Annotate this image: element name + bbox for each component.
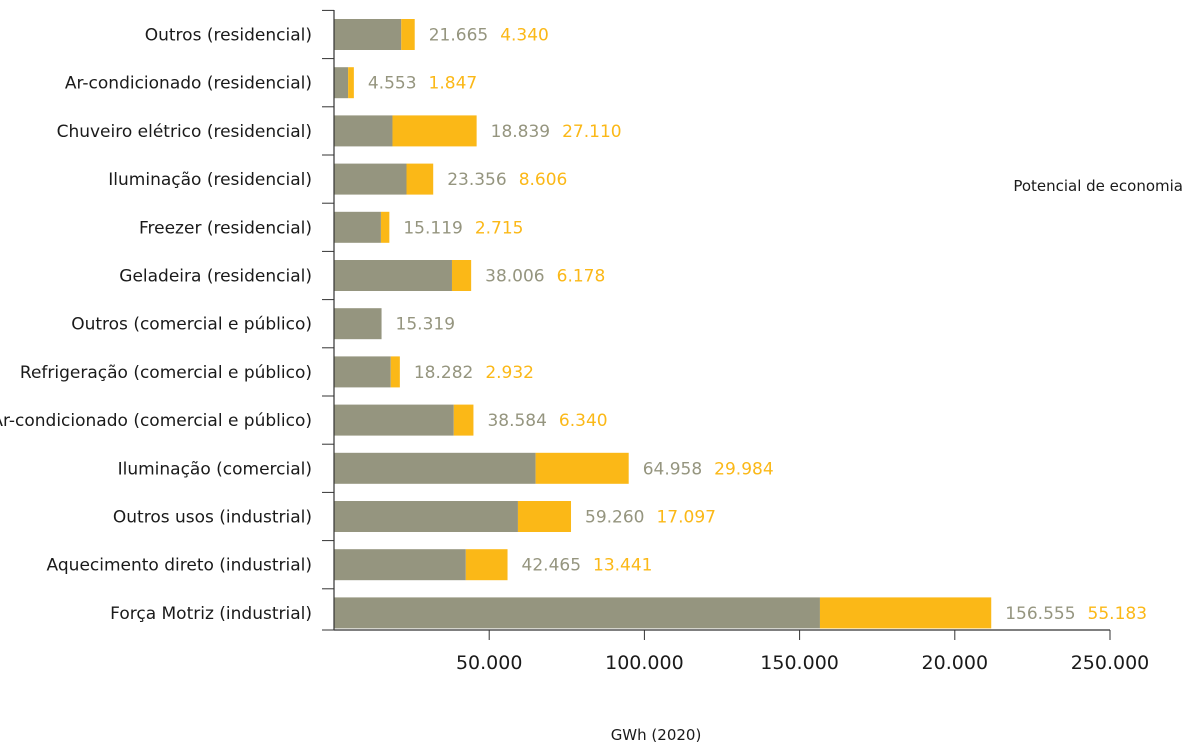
value-label-consumo: 18.282	[414, 363, 473, 383]
category-label: Força Motriz (industrial)	[110, 604, 312, 624]
value-label-potencial: 6.340	[559, 411, 608, 431]
bar-potencial-de-economia	[451, 260, 472, 291]
x-tick-label: 250.000	[1071, 652, 1150, 674]
value-label-consumo: 59.260	[585, 508, 644, 528]
data-labels: 38.006 6.178	[485, 267, 605, 287]
value-label-potencial: 29.984	[714, 459, 773, 479]
bar-potencial-de-economia	[401, 19, 415, 50]
value-label-potencial: 55.183	[1088, 604, 1147, 624]
value-label-consumo: 42.465	[522, 556, 581, 576]
value-label-consumo: 38.006	[485, 267, 544, 287]
x-tick-label: 100.000	[605, 652, 684, 674]
category-label: Outros (comercial e público)	[71, 315, 312, 335]
value-label-consumo: 38.584	[487, 411, 546, 431]
value-label-consumo: 18.839	[491, 122, 550, 142]
value-label-consumo: 4.553	[368, 74, 417, 94]
value-label-potencial: 6.178	[557, 267, 606, 287]
data-labels: 15.319	[396, 315, 455, 335]
category-labels: Outros (residencial) Ar-condicionado (res…	[0, 26, 312, 624]
category-label: Iluminação (comercial)	[118, 459, 312, 479]
legend-potencial-de-economia: Potencial de economia	[1013, 177, 1183, 195]
category-label: Outros (residencial)	[145, 26, 312, 46]
value-label-consumo: 15.319	[396, 315, 455, 335]
data-labels: 18.839 27.110	[491, 122, 622, 142]
data-labels: 59.260 17.097	[585, 508, 716, 528]
bar-consumo	[334, 356, 391, 388]
category-label: Chuveiro elétrico (residencial)	[57, 122, 312, 142]
value-label-potencial: 27.110	[562, 122, 621, 142]
bar-consumo	[334, 308, 382, 340]
data-labels: 18.282 2.932	[414, 363, 534, 383]
data-labels: 38.584 6.340	[487, 411, 607, 431]
bar-potencial-de-economia	[392, 115, 477, 147]
category-label: Refrigeração (comercial e público)	[20, 363, 312, 383]
value-label-consumo: 64.958	[643, 459, 702, 479]
bar-consumo	[334, 452, 536, 484]
bar-consumo	[334, 163, 407, 195]
bar-potencial-de-economia	[390, 356, 400, 388]
bar-consumo	[334, 211, 381, 243]
value-label-potencial: 13.441	[593, 556, 652, 576]
bar-potencial-de-economia	[517, 501, 572, 532]
category-label: Ar-condicionado (comercial e público)	[0, 411, 312, 431]
data-labels: 64.958 29.984	[643, 459, 774, 479]
value-label-potencial: 8.606	[519, 170, 568, 190]
bar-consumo	[334, 404, 454, 436]
value-label-potencial: 4.340	[500, 26, 549, 46]
x-tick-label: 20.000	[922, 652, 988, 674]
category-label: Ar-condicionado (residencial)	[65, 74, 312, 94]
bar-potencial-de-economia	[348, 67, 354, 99]
bar-consumo	[334, 501, 518, 532]
value-label-potencial: 1.847	[429, 74, 478, 94]
bar-potencial-de-economia	[380, 211, 390, 243]
value-label-potencial: 2.932	[485, 363, 534, 383]
data-labels: 4.553 1.847	[368, 74, 477, 94]
x-tick-label: 150.000	[760, 652, 839, 674]
value-label-consumo: 156.555	[1005, 604, 1075, 624]
bar-consumo	[334, 67, 349, 99]
axes: 50.000 100.000 150.000 20.000 250.000	[322, 9, 1150, 674]
data-labels: 42.465 13.441	[522, 556, 653, 576]
category-label: Iluminação (residencial)	[108, 170, 312, 190]
value-label-potencial: 17.097	[656, 508, 715, 528]
category-label: Freezer (residencial)	[139, 218, 312, 238]
value-labels: 21.665 4.340 4.553 1.847 18.839 27.110 23.356 8…	[368, 26, 1147, 624]
data-labels: 23.356 8.606	[447, 170, 567, 190]
x-axis-title: GWh (2020)	[611, 726, 702, 744]
bar-potencial-de-economia	[819, 597, 992, 629]
value-label-consumo: 15.119	[403, 218, 462, 238]
data-labels: 15.119 2.715	[403, 218, 523, 238]
x-tick-label: 50.000	[456, 652, 522, 674]
value-label-consumo: 21.665	[429, 26, 488, 46]
bar-consumo	[334, 115, 393, 147]
value-label-consumo: 23.356	[447, 170, 506, 190]
category-label: Geladeira (residencial)	[119, 267, 312, 287]
bar-potencial-de-economia	[535, 452, 629, 484]
category-label: Outros usos (industrial)	[113, 508, 312, 528]
bar-consumo	[334, 549, 466, 581]
data-labels: 156.555 55.183	[1005, 604, 1147, 624]
bars-layer	[334, 19, 992, 629]
bar-potencial-de-economia	[453, 404, 474, 436]
value-label-potencial: 2.715	[475, 218, 524, 238]
data-labels: 21.665 4.340	[429, 26, 549, 46]
bar-potencial-de-economia	[406, 163, 434, 195]
bar-potencial-de-economia	[465, 549, 508, 581]
bar-consumo	[334, 19, 402, 50]
bar-consumo	[334, 260, 452, 291]
category-label: Aquecimento direto (industrial)	[47, 556, 312, 576]
bar-consumo	[334, 597, 820, 629]
